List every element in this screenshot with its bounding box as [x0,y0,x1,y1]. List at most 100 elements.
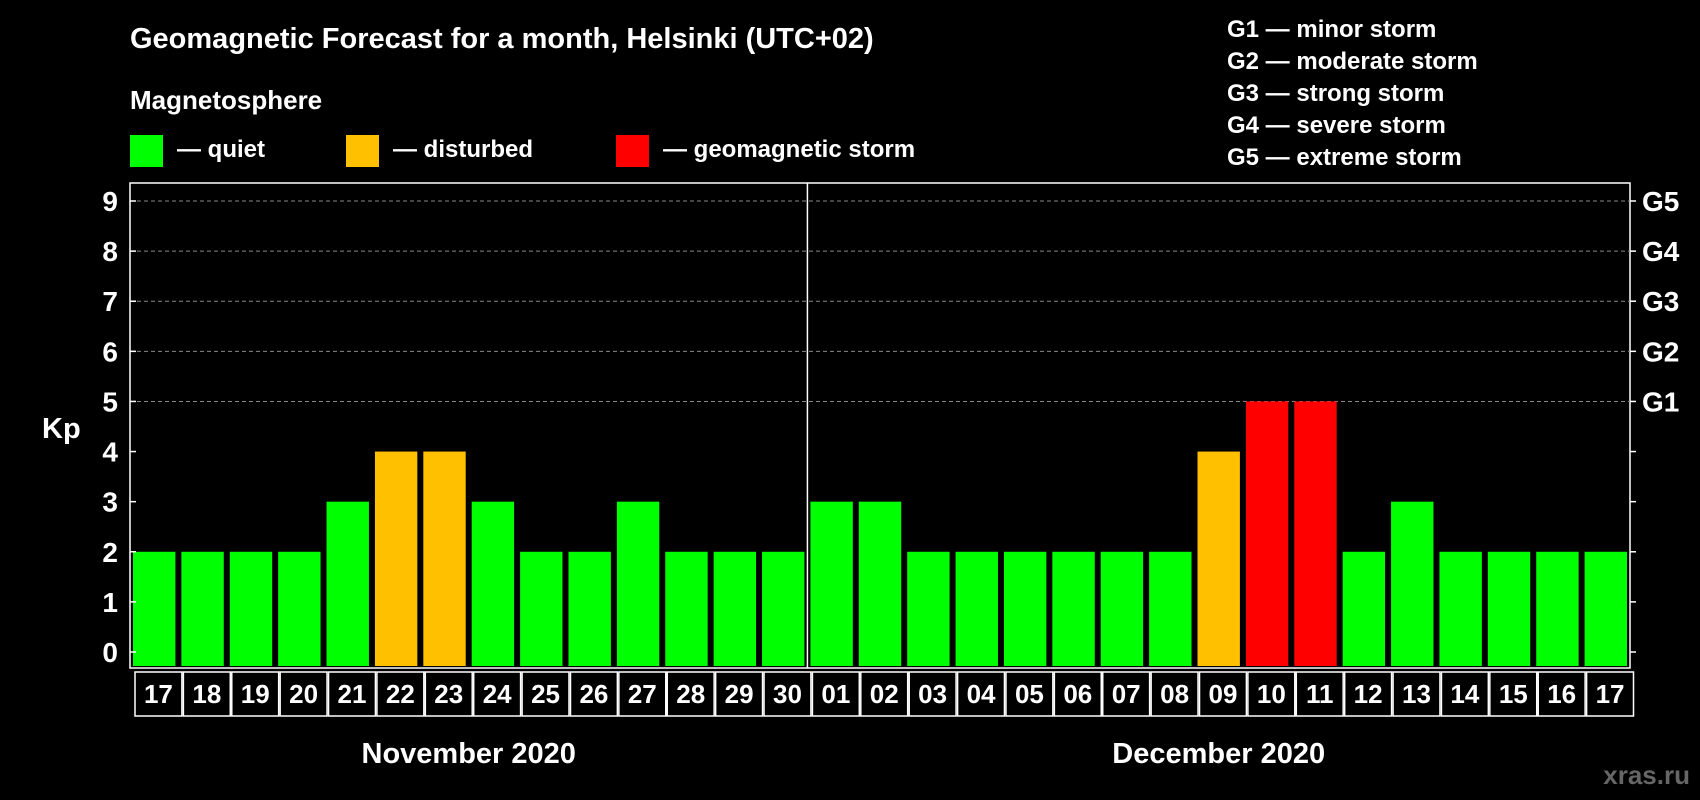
x-tick-label: 19 [241,679,270,709]
date-cell [182,671,232,717]
x-tick-label: 10 [1257,679,1286,709]
bar [133,551,176,666]
x-tick-label: 02 [870,679,899,709]
date-cell [1585,671,1635,717]
month-label: November 2020 [362,738,576,770]
legend-swatch-disturbed [346,135,379,167]
right-axis-label: G2 [1642,336,1679,367]
date-cell [231,671,280,717]
x-tick-label: 13 [1402,679,1431,709]
y-tick-label: 0 [102,637,118,668]
storm-scale-g1: G1 — minor storm [1227,16,1436,43]
bar [1294,401,1337,666]
right-axis-label: G4 [1642,236,1680,267]
x-tick-label: 26 [579,679,608,709]
y-tick-label: 1 [102,587,118,618]
legend-heading: Magnetosphere [130,85,322,115]
x-tick-label: 28 [676,679,705,709]
legend-label-disturbed: — disturbed [393,136,533,163]
date-cell [521,671,570,717]
date-cell [472,671,522,717]
y-tick-label: 4 [102,437,118,468]
bar [471,501,515,666]
date-cell [569,671,619,717]
bar [1487,551,1531,666]
y-tick-label: 3 [102,487,118,518]
date-cell [1198,671,1248,717]
bar [520,551,563,666]
x-tick-label: 09 [1208,679,1237,709]
bar [1584,551,1627,666]
date-cell [134,671,183,717]
bar [568,551,611,666]
date-cell [860,671,909,717]
x-tick-label: 12 [1354,679,1383,709]
storm-scale-g5: G5 — extreme storm [1227,144,1462,171]
date-cell [1489,671,1538,717]
y-tick-label: 8 [102,236,118,267]
date-cell [1053,671,1102,717]
y-tick-label: 5 [102,386,118,417]
bar [665,551,708,666]
x-tick-label: 25 [531,679,560,709]
date-cell [1150,671,1199,717]
date-cell [811,671,861,717]
x-tick-label: 16 [1547,679,1576,709]
x-tick-label: 01 [821,679,850,709]
date-cell [1343,671,1393,717]
bar [181,551,224,666]
date-cell [618,671,667,717]
date-cell [956,671,1006,717]
x-tick-label: 08 [1160,679,1189,709]
bar [907,551,950,666]
date-cell [714,671,764,717]
date-cell [424,671,473,717]
bar [278,551,321,666]
date-cell [763,671,812,717]
x-tick-label: 11 [1306,679,1334,709]
bar [810,501,853,666]
bar [1439,551,1482,666]
bar [326,501,369,666]
x-tick-label: 20 [289,679,318,709]
bar [955,551,998,666]
x-tick-label: 24 [483,679,512,709]
x-tick-label: 18 [192,679,221,709]
month-label: December 2020 [1112,738,1325,770]
right-axis-label: G5 [1642,186,1679,217]
x-tick-label: 07 [1112,679,1141,709]
date-cell [1295,671,1344,717]
date-cell [1247,671,1296,717]
chart-title: Geomagnetic Forecast for a month, Helsin… [130,23,874,55]
bar [1197,451,1240,666]
date-cell [1537,671,1586,717]
x-tick-label: 17 [1596,679,1625,709]
x-tick-label: 14 [1450,679,1479,709]
date-cell [327,671,377,717]
date-cell [1101,671,1151,717]
y-axis-label: Kp [42,413,81,445]
bar [1342,551,1386,666]
right-axis-label: G1 [1642,386,1679,417]
date-cell [376,671,425,717]
bar [1536,551,1579,666]
x-tick-label: 23 [434,679,463,709]
bar [374,451,418,666]
bar [423,451,466,666]
x-tick-label: 06 [1063,679,1092,709]
x-tick-label: 30 [773,679,802,709]
watermark: xras.ru [1603,760,1690,790]
bar [713,551,757,666]
bar [858,501,902,666]
y-tick-label: 9 [102,186,118,217]
bar [762,551,805,666]
x-tick-label: 04 [967,679,996,709]
bar [229,551,273,666]
plot-frame [129,182,1631,669]
y-tick-label: 2 [102,537,118,568]
x-tick-label: 21 [338,679,367,709]
y-tick-label: 6 [102,336,118,367]
y-tick-label: 7 [102,286,118,317]
